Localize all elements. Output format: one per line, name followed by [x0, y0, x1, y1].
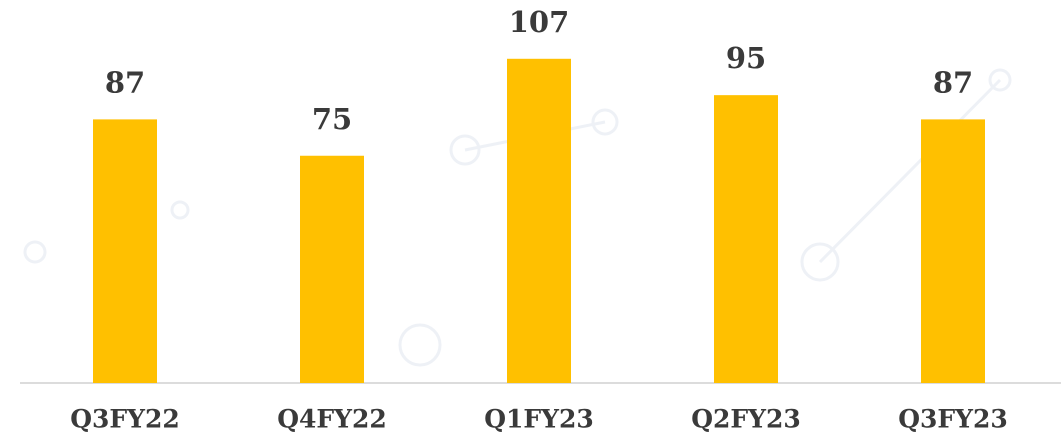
x-tick-label: Q2FY23	[691, 405, 801, 434]
bar	[507, 58, 571, 383]
decor-circle	[23, 240, 47, 264]
bar	[921, 119, 985, 383]
bar	[300, 155, 364, 383]
x-tick-label: Q4FY22	[277, 405, 387, 434]
decor-circle	[988, 68, 1012, 92]
decor-circle	[170, 200, 190, 220]
value-label: 87	[933, 65, 973, 99]
decor-line	[818, 78, 1002, 264]
value-label: 107	[509, 5, 570, 39]
bar	[93, 119, 157, 383]
decor-circle	[591, 108, 619, 136]
value-label: 75	[312, 102, 352, 136]
x-tick-label: Q1FY23	[484, 405, 594, 434]
decor-circle	[800, 242, 840, 282]
value-label: 87	[105, 65, 145, 99]
bar	[714, 95, 778, 384]
x-tick-label: Q3FY23	[898, 405, 1008, 434]
x-tick-label: Q3FY22	[70, 405, 180, 434]
value-label: 95	[726, 41, 766, 75]
decor-circle	[398, 323, 442, 367]
decor-circle	[449, 134, 481, 166]
